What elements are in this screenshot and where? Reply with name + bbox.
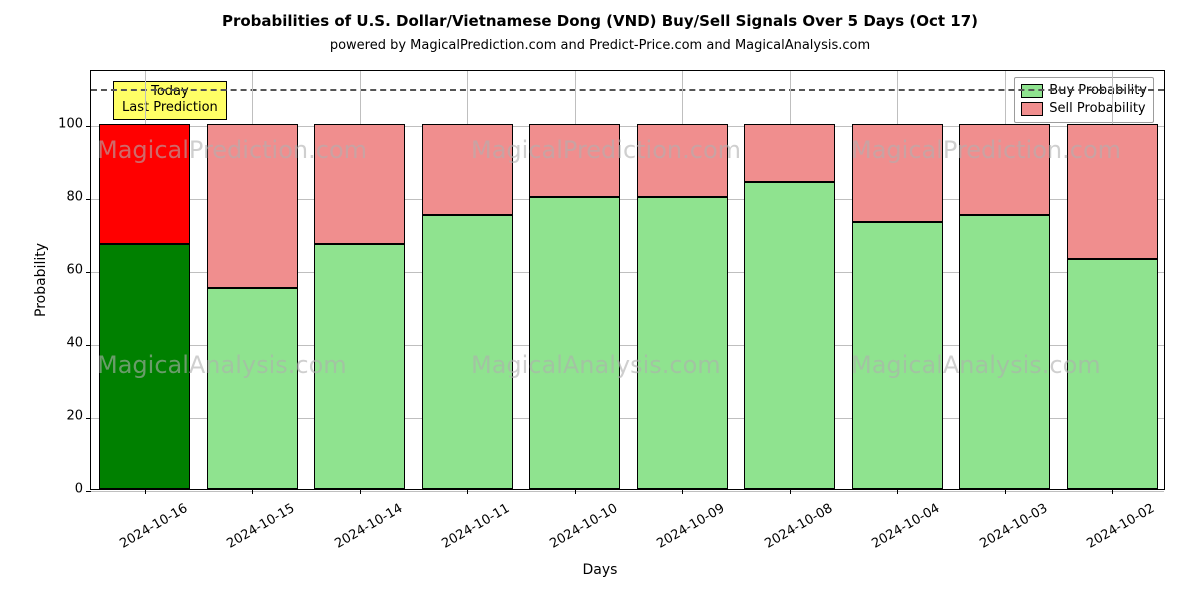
bar-group xyxy=(529,69,620,489)
bar-sell xyxy=(314,124,405,245)
xtick-mark xyxy=(575,489,576,494)
xtick-mark xyxy=(145,489,146,494)
bar-buy xyxy=(314,244,405,489)
xtick-label: 2024-10-08 xyxy=(762,501,835,552)
ytick-label: 0 xyxy=(75,482,91,497)
xtick-label: 2024-10-14 xyxy=(332,501,405,552)
bar-group xyxy=(99,69,190,489)
xtick-mark xyxy=(1112,489,1113,494)
xtick-label: 2024-10-15 xyxy=(225,501,298,552)
xtick-mark xyxy=(1005,489,1006,494)
bar-sell xyxy=(99,124,190,245)
xtick-mark xyxy=(467,489,468,494)
ytick-label: 60 xyxy=(66,262,91,277)
y-axis-label: Probability xyxy=(33,243,49,317)
bar-sell xyxy=(852,124,943,223)
bar-buy xyxy=(852,222,943,489)
ytick-label: 80 xyxy=(66,189,91,204)
bar-buy xyxy=(207,288,298,489)
bar-sell xyxy=(207,124,298,288)
bar-group xyxy=(637,69,728,489)
bar-buy xyxy=(529,197,620,489)
bar-group xyxy=(744,69,835,489)
xtick-label: 2024-10-11 xyxy=(440,501,513,552)
ytick-label: 100 xyxy=(58,116,91,131)
bar-sell xyxy=(422,124,513,215)
bar-buy xyxy=(637,197,728,489)
bar-group xyxy=(422,69,513,489)
plot-area: Buy ProbabilitySell Probability Today La… xyxy=(90,70,1165,490)
bar-group xyxy=(1067,69,1158,489)
bar-buy xyxy=(422,215,513,489)
bar-group xyxy=(314,69,405,489)
bar-sell xyxy=(744,124,835,182)
xtick-label: 2024-10-03 xyxy=(977,501,1050,552)
ytick-label: 40 xyxy=(66,335,91,350)
bar-buy xyxy=(99,244,190,489)
bar-sell xyxy=(637,124,728,197)
xtick-label: 2024-10-10 xyxy=(547,501,620,552)
bar-sell xyxy=(529,124,620,197)
xtick-label: 2024-10-16 xyxy=(117,501,190,552)
xtick-label: 2024-10-09 xyxy=(655,501,728,552)
bar-buy xyxy=(744,182,835,489)
xtick-mark xyxy=(682,489,683,494)
bar-buy xyxy=(959,215,1050,489)
bar-sell xyxy=(1067,124,1158,259)
x-axis-label: Days xyxy=(0,562,1200,578)
chart-title: Probabilities of U.S. Dollar/Vietnamese … xyxy=(0,12,1200,30)
bar-sell xyxy=(959,124,1050,215)
bar-group xyxy=(959,69,1050,489)
ytick-label: 20 xyxy=(66,408,91,423)
xtick-mark xyxy=(360,489,361,494)
bar-buy xyxy=(1067,259,1158,489)
xtick-mark xyxy=(897,489,898,494)
xtick-label: 2024-10-02 xyxy=(1085,501,1158,552)
chart-subtitle: powered by MagicalPrediction.com and Pre… xyxy=(0,38,1200,53)
bar-group xyxy=(852,69,943,489)
bar-group xyxy=(207,69,298,489)
xtick-label: 2024-10-04 xyxy=(870,501,943,552)
xtick-mark xyxy=(790,489,791,494)
xtick-mark xyxy=(252,489,253,494)
